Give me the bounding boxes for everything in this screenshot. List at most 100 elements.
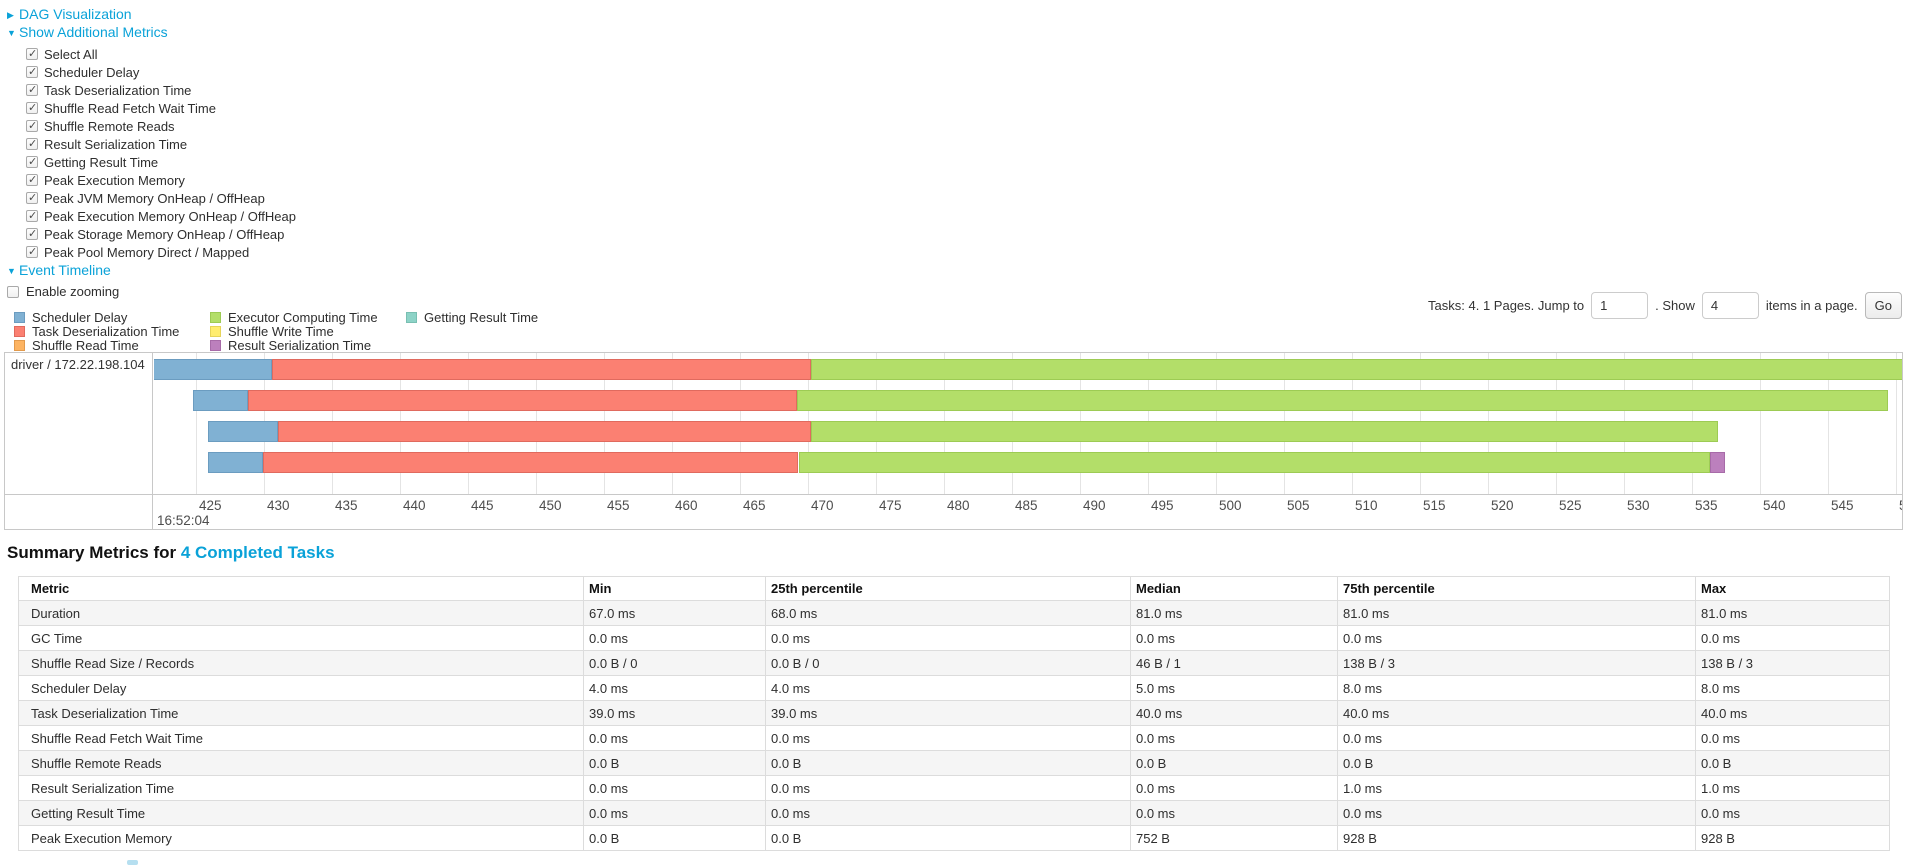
checked-checkbox[interactable] xyxy=(26,245,38,258)
metric-name-cell: Task Deserialization Time xyxy=(18,700,584,726)
task_deserialization-bar[interactable] xyxy=(272,359,811,380)
metric-checkbox-item[interactable]: Result Serialization Time xyxy=(26,135,296,153)
shuffle_read-legend-swatch-icon xyxy=(14,339,25,351)
metric-checkbox-item[interactable]: Task Deserialization Time xyxy=(26,81,296,99)
metric-checkbox-item[interactable]: Scheduler Delay xyxy=(26,63,296,81)
metric-value-cell: 0.0 ms xyxy=(1130,725,1338,751)
go-button[interactable]: Go xyxy=(1864,292,1902,319)
metric-value-cell: 0.0 B xyxy=(583,750,766,776)
metric-checkbox-item[interactable]: Getting Result Time xyxy=(26,153,296,171)
metric-checkbox-item[interactable]: Peak JVM Memory OnHeap / OffHeap xyxy=(26,189,296,207)
gridline xyxy=(1828,353,1829,494)
table-row: Task Deserialization Time 39.0 ms 39.0 ms 4… xyxy=(18,700,1890,726)
enable-zooming-label: Enable zooming xyxy=(26,284,120,299)
enable-zooming-checkbox[interactable] xyxy=(7,285,19,298)
checked-checkbox[interactable] xyxy=(26,227,38,240)
checked-checkbox[interactable] xyxy=(26,83,38,96)
executor_computing-legend-swatch-icon xyxy=(210,311,221,323)
metric-checkbox-item[interactable]: Peak Storage Memory OnHeap / OffHeap xyxy=(26,225,296,243)
metric-value-cell: 8.0 ms xyxy=(1695,675,1890,701)
metric-value-cell: 0.0 ms xyxy=(1337,625,1696,651)
table-header: Metric Min 25th percentile Median 75th perce… xyxy=(18,576,1890,601)
metric-checkbox-item[interactable]: Peak Pool Memory Direct / Mapped xyxy=(26,243,296,261)
checked-checkbox[interactable] xyxy=(26,137,38,150)
task_deserialization-bar[interactable] xyxy=(262,452,799,473)
metric-checkbox-label: Peak Storage Memory OnHeap / OffHeap xyxy=(44,226,285,242)
completed-tasks-link[interactable]: 4 Completed Tasks xyxy=(180,543,335,562)
x-axis-tick-label: 430 xyxy=(267,498,290,513)
metric-value-cell: 928 B xyxy=(1337,825,1696,851)
event-timeline-link[interactable]: Event Timeline xyxy=(19,262,111,278)
checked-checkbox[interactable] xyxy=(26,191,38,204)
metric-checkbox-item[interactable]: Select All xyxy=(26,45,296,63)
x-axis-tick-label: 440 xyxy=(403,498,426,513)
metric-value-cell: 0.0 ms xyxy=(765,625,1131,651)
jump-to-page-input[interactable] xyxy=(1591,292,1649,319)
x-axis: 16:52:04 425 430 435 440 445 450 455 460 465 470 4… xyxy=(154,495,1902,529)
executor_computing-bar[interactable] xyxy=(798,452,1710,473)
metric-value-cell: 0.0 B xyxy=(765,750,1131,776)
metric-value-cell: 0.0 B / 0 xyxy=(765,650,1131,676)
metric-value-cell: 0.0 ms xyxy=(1130,625,1338,651)
dag-visualization-toggle[interactable]: ▶ DAG Visualization xyxy=(7,7,296,22)
metric-checkbox-item[interactable]: Shuffle Read Fetch Wait Time xyxy=(26,99,296,117)
metric-value-cell: 0.0 ms xyxy=(765,775,1131,801)
x-axis-tick-label: 495 xyxy=(1151,498,1174,513)
column-header: Max xyxy=(1695,576,1890,601)
checked-checkbox[interactable] xyxy=(26,47,38,60)
table-row: Peak Execution Memory 0.0 B 0.0 B 752 B 928 … xyxy=(18,825,1890,851)
executor-label-column: driver / 172.22.198.104 xyxy=(5,353,153,529)
executor_computing-bar[interactable] xyxy=(810,421,1718,442)
executor_computing-bar[interactable] xyxy=(810,359,1902,380)
checked-checkbox[interactable] xyxy=(26,173,38,186)
table-body: Duration 67.0 ms 68.0 ms 81.0 ms 81.0 ms 81.0… xyxy=(18,600,1890,851)
metric-value-cell: 0.0 ms xyxy=(583,725,766,751)
metric-name-cell: GC Time xyxy=(18,625,584,651)
checked-checkbox[interactable] xyxy=(26,119,38,132)
metric-checkbox-item[interactable]: Peak Execution Memory xyxy=(26,171,296,189)
checked-checkbox[interactable] xyxy=(26,65,38,78)
gridline xyxy=(196,353,197,494)
metric-checkbox-label: Peak Execution Memory OnHeap / OffHeap xyxy=(44,208,296,224)
metric-name-cell: Shuffle Read Size / Records xyxy=(18,650,584,676)
metric-checkbox-item[interactable]: Shuffle Remote Reads xyxy=(26,117,296,135)
metric-value-cell: 0.0 ms xyxy=(765,800,1131,826)
legend-item: Shuffle Write Time xyxy=(210,324,378,339)
show-additional-metrics-link[interactable]: Show Additional Metrics xyxy=(19,24,168,40)
legend-item-label: Getting Result Time xyxy=(424,309,539,325)
metric-checkbox-label: Shuffle Read Fetch Wait Time xyxy=(44,100,216,116)
legend-item-label: Task Deserialization Time xyxy=(32,323,180,339)
scheduler_delay-bar[interactable] xyxy=(208,452,263,473)
metric-value-cell: 68.0 ms xyxy=(765,600,1131,626)
scheduler_delay-bar[interactable] xyxy=(193,390,248,411)
pagination-prefix-text: Tasks: 4. 1 Pages. Jump to xyxy=(1428,298,1585,313)
metric-value-cell: 0.0 ms xyxy=(1695,725,1890,751)
show-additional-metrics-toggle[interactable]: ▼ Show Additional Metrics xyxy=(7,25,296,40)
table-row: Scheduler Delay 4.0 ms 4.0 ms 5.0 ms 8.0 ms 8… xyxy=(18,675,1890,701)
checked-checkbox[interactable] xyxy=(26,155,38,168)
metric-name-cell: Peak Execution Memory xyxy=(18,825,584,851)
checked-checkbox[interactable] xyxy=(26,209,38,222)
x-axis-tick-label: 445 xyxy=(471,498,494,513)
pagination-suffix-text: items in a page. xyxy=(1765,298,1858,313)
executor_computing-bar[interactable] xyxy=(797,390,1888,411)
scheduler_delay-bar[interactable] xyxy=(208,421,278,442)
metric-value-cell: 138 B / 3 xyxy=(1695,650,1890,676)
dag-visualization-link[interactable]: DAG Visualization xyxy=(19,6,132,22)
x-axis-tick-label: 475 xyxy=(879,498,902,513)
legend-column: Getting Result Time xyxy=(406,309,539,325)
x-axis-tick-label: 510 xyxy=(1355,498,1378,513)
items-per-page-input[interactable] xyxy=(1701,292,1759,319)
metric-checkbox-item[interactable]: Peak Execution Memory OnHeap / OffHeap xyxy=(26,207,296,225)
scheduler_delay-legend-swatch-icon xyxy=(14,311,25,323)
task_deserialization-bar[interactable] xyxy=(247,390,798,411)
scheduler_delay-bar[interactable] xyxy=(154,359,273,380)
stage-controls: ▶ DAG Visualization ▼ Show Additional Metr… xyxy=(7,7,296,299)
task_deserialization-bar[interactable] xyxy=(277,421,811,442)
result_serialization-bar[interactable] xyxy=(1709,452,1725,473)
metric-checkbox-label: Getting Result Time xyxy=(44,154,159,170)
legend-column: Executor Computing Time Shuffle Write Tim… xyxy=(210,310,378,353)
metric-value-cell: 0.0 ms xyxy=(583,775,766,801)
checked-checkbox[interactable] xyxy=(26,101,38,114)
event-timeline-toggle[interactable]: ▼ Event Timeline xyxy=(7,263,296,278)
